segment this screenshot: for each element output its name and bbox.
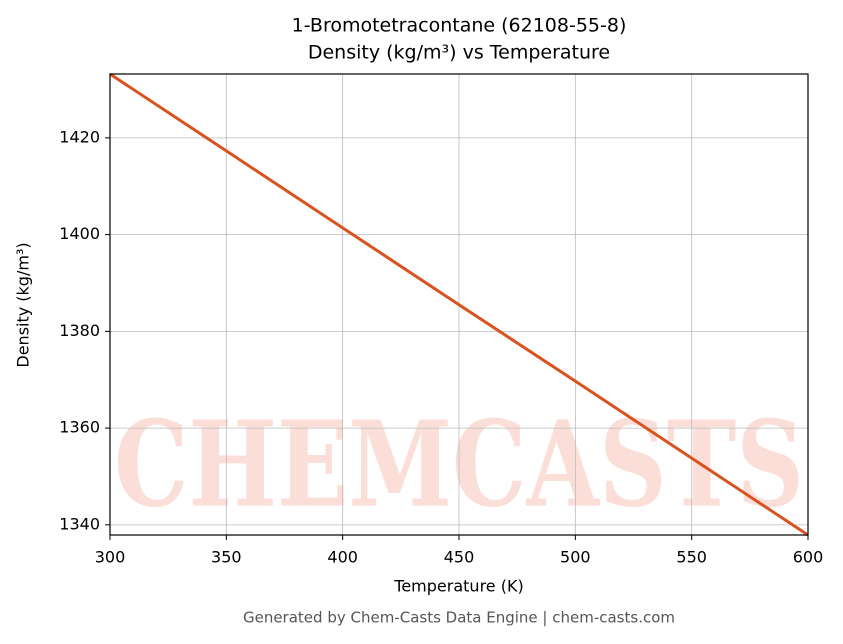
chart-title: 1-Bromotetracontane (62108-55-8) <box>292 15 627 37</box>
plot-frame <box>109 73 809 536</box>
x-tick-label: 400 <box>327 548 358 567</box>
x-tick-label: 450 <box>444 548 475 567</box>
footer: Generated by Chem-Casts Data Engine | ch… <box>243 609 675 627</box>
x-tick-label: 550 <box>676 548 707 567</box>
x-tick-label: 350 <box>211 548 242 567</box>
y-tick-label: 1340 <box>59 514 100 533</box>
y-tick-label: 1420 <box>59 127 100 146</box>
x-tick-label: 300 <box>95 548 126 567</box>
x-axis-label: Temperature (K) <box>393 577 523 596</box>
y-tick-label: 1380 <box>59 321 100 340</box>
data-line <box>109 72 809 537</box>
y-tick-label: 1400 <box>59 224 100 243</box>
chart-subtitle: Density (kg/m³) vs Temperature <box>308 42 610 64</box>
y-tick-label: 1360 <box>59 418 100 437</box>
y-axis-label: Density (kg/m³) <box>14 242 33 367</box>
x-tick-label: 600 <box>793 548 824 567</box>
x-tick-label: 500 <box>560 548 591 567</box>
